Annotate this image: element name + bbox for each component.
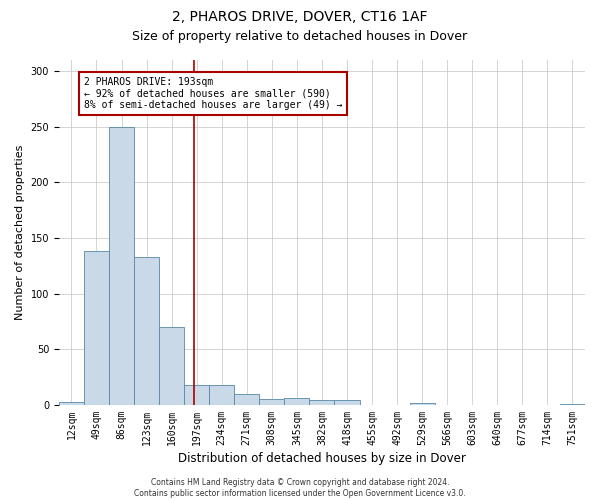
Bar: [284, 398, 310, 405]
Bar: [209, 385, 234, 405]
Bar: [334, 400, 359, 405]
Bar: [159, 327, 184, 405]
Bar: [259, 400, 284, 405]
Text: 2 PHAROS DRIVE: 193sqm
← 92% of detached houses are smaller (590)
8% of semi-det: 2 PHAROS DRIVE: 193sqm ← 92% of detached…: [84, 76, 343, 110]
Bar: [84, 252, 109, 405]
X-axis label: Distribution of detached houses by size in Dover: Distribution of detached houses by size …: [178, 452, 466, 465]
Bar: [134, 257, 159, 405]
Bar: [310, 400, 334, 405]
Bar: [109, 127, 134, 405]
Bar: [184, 385, 209, 405]
Text: Contains HM Land Registry data © Crown copyright and database right 2024.
Contai: Contains HM Land Registry data © Crown c…: [134, 478, 466, 498]
Y-axis label: Number of detached properties: Number of detached properties: [15, 145, 25, 320]
Bar: [560, 404, 585, 405]
Text: Size of property relative to detached houses in Dover: Size of property relative to detached ho…: [133, 30, 467, 43]
Bar: [234, 394, 259, 405]
Bar: [410, 402, 434, 405]
Bar: [59, 402, 84, 405]
Text: 2, PHAROS DRIVE, DOVER, CT16 1AF: 2, PHAROS DRIVE, DOVER, CT16 1AF: [172, 10, 428, 24]
